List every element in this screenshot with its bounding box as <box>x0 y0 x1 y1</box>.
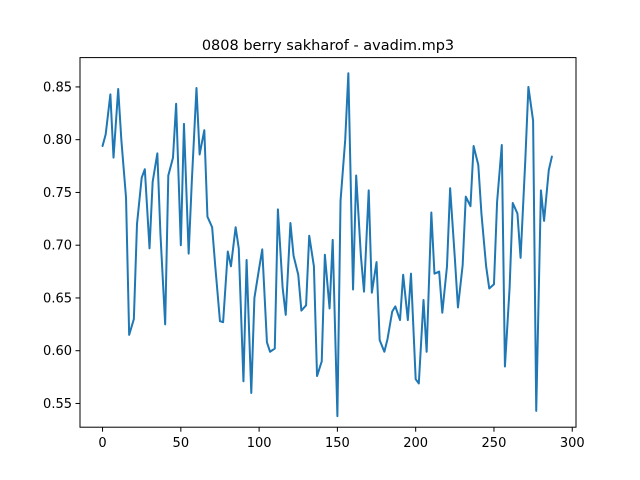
chart-title: 0808 berry sakharof - avadim.mp3 <box>202 38 454 54</box>
y-tick-label: 0.75 <box>43 186 72 201</box>
plot-frame <box>79 57 577 428</box>
y-axis: 0.55 0.60 0.65 0.70 0.75 0.80 0.85 <box>43 80 80 412</box>
plot-area <box>101 72 553 418</box>
x-tick-label: 250 <box>482 436 507 451</box>
x-tick-label: 50 <box>173 436 190 451</box>
y-tick-label: 0.70 <box>43 239 72 254</box>
y-tick-label: 0.85 <box>43 80 72 95</box>
y-tick-label: 0.65 <box>43 291 72 306</box>
y-tick-label: 0.55 <box>43 397 72 412</box>
series-line-0 <box>101 72 553 418</box>
x-tick-label: 150 <box>325 436 350 451</box>
x-axis: 0 50 100 150 200 250 300 <box>98 427 585 451</box>
x-tick-label: 0 <box>98 436 106 451</box>
x-tick-label: 100 <box>247 436 272 451</box>
x-tick-label: 300 <box>560 436 585 451</box>
x-tick-label: 200 <box>403 436 428 451</box>
y-tick-label: 0.80 <box>43 133 72 148</box>
y-tick-label: 0.60 <box>43 344 72 359</box>
